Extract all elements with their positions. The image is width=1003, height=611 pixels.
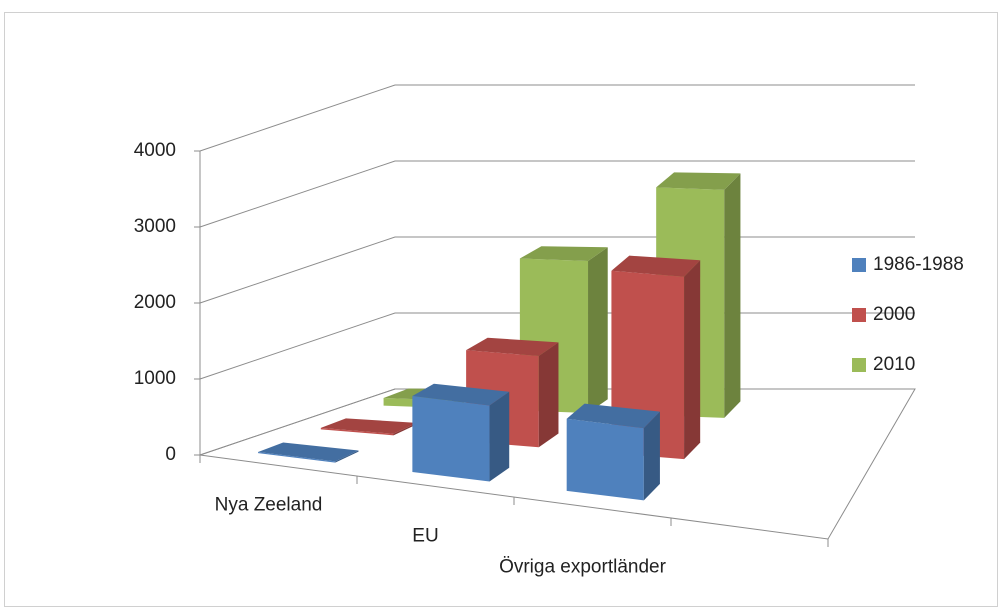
column (258, 442, 359, 463)
grid-line (199, 312, 915, 380)
x-tick-label: Nya Zeeland (215, 495, 323, 516)
column-top (566, 403, 660, 429)
column-top (656, 172, 741, 190)
column-side (724, 173, 741, 418)
column (320, 418, 417, 436)
y-tick-label: 4000 (134, 140, 176, 161)
column (412, 383, 510, 482)
chart-frame (4, 12, 998, 607)
column-front (566, 418, 644, 501)
column-side (489, 391, 510, 482)
x-tick-label: EU (412, 526, 438, 547)
legend-label: 1986-1988 (873, 254, 964, 275)
legend-swatch (852, 308, 866, 322)
column-front (258, 451, 336, 463)
column-front (320, 427, 394, 436)
grid-line (199, 236, 915, 304)
legend-swatch (852, 258, 866, 272)
legend-swatch (852, 358, 866, 372)
y-tick-label: 0 (165, 444, 176, 465)
column-side (643, 411, 660, 501)
legend-label: 2000 (873, 304, 915, 325)
column-side (393, 422, 417, 436)
y-tick-label: 2000 (134, 292, 176, 313)
column-top (611, 255, 701, 277)
grid-line (199, 84, 915, 152)
y-tick-label: 1000 (134, 368, 176, 389)
column (566, 403, 660, 501)
column-top (320, 418, 417, 434)
column-top (519, 246, 608, 261)
column-side (335, 450, 359, 463)
column-front (412, 396, 490, 482)
column-side (588, 247, 608, 413)
grid-line (199, 388, 915, 456)
column-side (684, 260, 701, 460)
legend-label: 2010 (873, 354, 915, 375)
column-top (258, 442, 359, 462)
column-side (538, 342, 559, 448)
y-tick-label: 3000 (134, 216, 176, 237)
column-top (466, 337, 559, 357)
x-tick-label: Övriga exportländer (499, 557, 667, 578)
grid-line (199, 160, 915, 228)
column-top (412, 383, 510, 406)
